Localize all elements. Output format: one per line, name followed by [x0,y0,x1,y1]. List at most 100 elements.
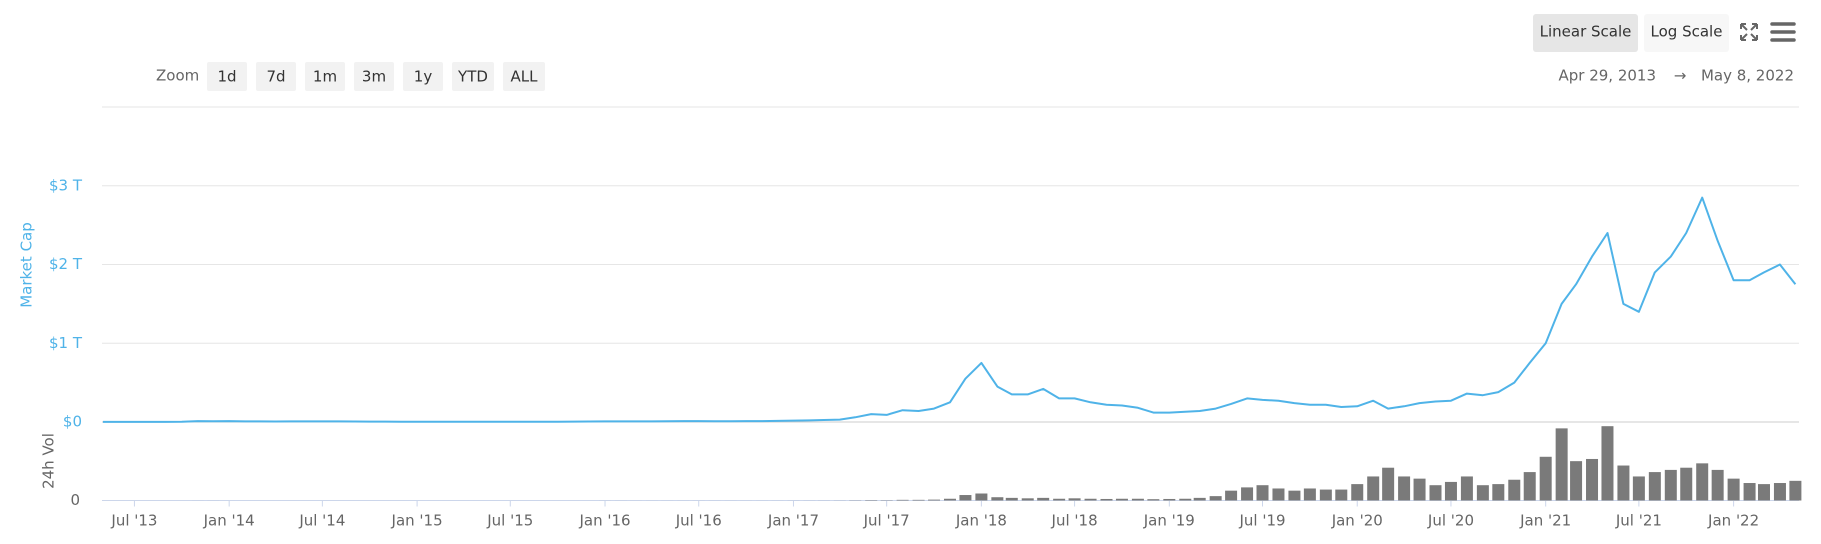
x-tick-label: Jul '18 [1051,512,1098,530]
y-axis-title: Market Cap [18,222,36,308]
volume-bar [1256,485,1269,501]
button-bg [305,62,345,91]
button-label: YTD [457,68,488,86]
volume-bar [928,499,941,501]
volume-bar [1789,480,1802,501]
button-label: 7d [266,68,285,86]
zoom-button[interactable]: 7d [256,62,296,91]
volume-bar [1382,467,1395,501]
volume-bar [1335,489,1348,501]
volume-bar [1319,489,1332,501]
volume-bar [1727,478,1740,501]
button-label: 3m [362,68,386,86]
volume-bar [1444,481,1457,501]
x-tick-label: Jul '19 [1238,512,1285,530]
volume-bar [1272,488,1285,501]
volume-bar [912,499,925,501]
x-tick-label: Jan '15 [391,512,443,530]
volume-bar [1398,476,1411,501]
volume-bar [991,497,1004,501]
x-tick-label: Jul '14 [298,512,345,530]
x-tick-label: Jul '17 [863,512,910,530]
x-tick-label: Jan '17 [767,512,819,530]
volume-bar [1429,485,1442,501]
button-label: Linear Scale [1540,23,1632,41]
fullscreen-icon[interactable] [1740,23,1758,41]
button-bg [354,62,394,91]
scale-button[interactable]: Linear Scale [1533,14,1638,52]
volume-bar [1351,484,1364,501]
volume-bar [1100,498,1113,501]
x-tick-label: Jan '14 [203,512,255,530]
volume-bar [1147,499,1160,501]
zoom-button[interactable]: YTD [452,62,494,91]
button-bg [1533,14,1638,52]
y-tick-label: $2 T [49,255,83,273]
volume-bar [1508,479,1521,501]
zoom-button[interactable]: 1m [305,62,345,91]
zoom-button[interactable]: ALL [503,62,545,91]
range-to: May 8, 2022 [1701,67,1794,85]
volume-bar [959,495,972,501]
volume-bar [1476,485,1489,501]
x-tick-label: Jan '19 [1143,512,1195,530]
volume-bar [1193,497,1206,501]
volume-bar [1570,461,1583,501]
volume-bar [1288,490,1301,501]
y2-tick-label: 0 [70,491,80,509]
volume-bar [1241,487,1254,501]
volume-bar [1005,497,1018,501]
scale-button[interactable]: Log Scale [1644,14,1729,52]
y2-axis-title: 24h Vol [40,433,58,489]
zoom-button[interactable]: 3m [354,62,394,91]
zoom-button[interactable]: 1y [403,62,443,91]
zoom-button[interactable]: 1d [207,62,247,91]
volume-bar [1743,483,1756,501]
volume-bar [1648,472,1661,501]
volume-bar [1179,498,1192,501]
volume-bar [1680,467,1693,501]
volume-bar [1037,497,1050,501]
volume-bar [1413,478,1426,501]
button-bg [403,62,443,91]
volume-bar [1209,496,1222,501]
volume-bar [1586,458,1599,501]
x-tick-label: Jul '15 [486,512,533,530]
button-label: ALL [511,68,539,86]
volume-bar [943,498,956,501]
volume-bar [1632,476,1645,501]
x-tick-label: Jul '13 [110,512,157,530]
x-tick-label: Jan '21 [1519,512,1571,530]
volume-bar [1601,426,1614,501]
toolbar: Zoom 1d 7d 1m 3m 1y YTD ALL Linear Scale Log Scal… [156,14,1794,91]
x-tick-label: Jan '16 [578,512,630,530]
volume-bar [1664,469,1677,501]
button-label: 1y [414,68,433,86]
x-tick-label: Jul '16 [675,512,722,530]
button-label: 1m [313,68,337,86]
volume-bar [1773,483,1786,501]
x-tick-label: Jan '22 [1707,512,1759,530]
volume-bar [1131,498,1144,501]
market-cap-line [103,196,1797,423]
volume-bar [1068,498,1081,501]
x-tick-label: Jul '20 [1427,512,1474,530]
volume-bar [1523,472,1536,501]
button-label: 1d [217,68,236,86]
button-label: Log Scale [1651,23,1723,41]
volume-bar [1053,498,1066,501]
volume-bar [1460,476,1473,501]
y-tick-label: $3 T [49,176,83,194]
volume-bar [1539,456,1552,501]
icon-path [1740,23,1758,41]
menu-icon[interactable] [1770,22,1796,42]
button-bg [452,62,494,91]
volume-bar [1084,498,1097,501]
volume-bar [1303,488,1316,501]
range-from: Apr 29, 2013 [1558,67,1656,85]
volume-bar [1115,498,1128,501]
y-tick-label: $0 [63,413,82,431]
range-arrow: → [1674,67,1687,85]
button-bg [503,62,545,91]
